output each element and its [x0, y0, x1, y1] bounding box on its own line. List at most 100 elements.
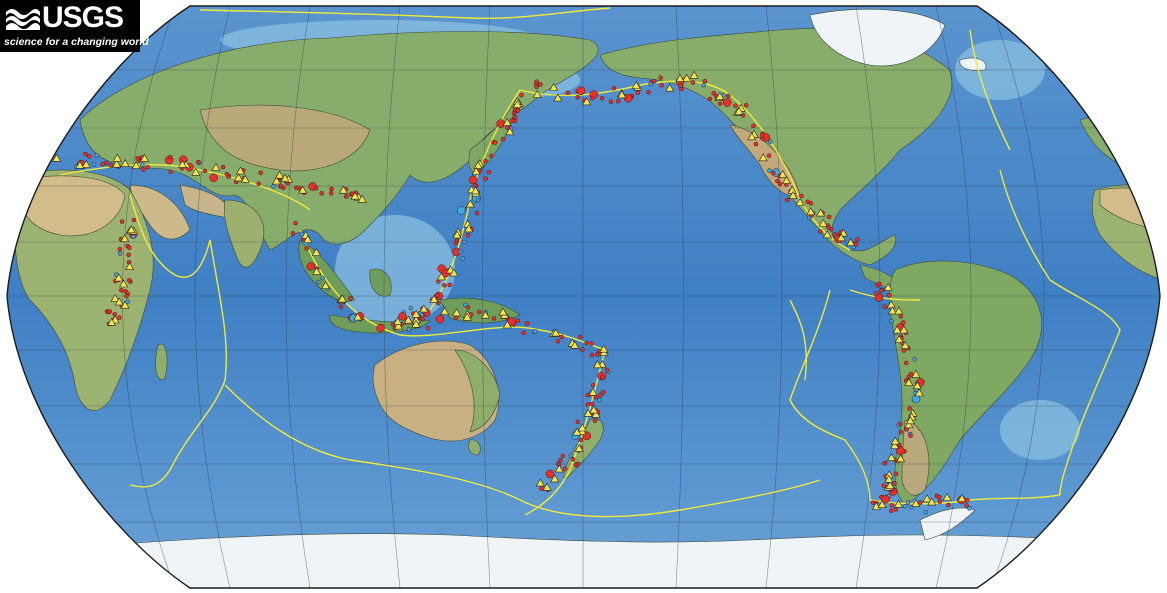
earthquake-marker: [658, 75, 663, 80]
earthquake-marker: [558, 458, 563, 463]
earthquake-marker: [967, 506, 972, 511]
earthquake-marker: [604, 368, 610, 373]
earthquake-marker: [702, 78, 708, 84]
volcano-icon: [892, 325, 902, 334]
earthquake-marker: [711, 90, 716, 96]
earthquake-marker: [425, 326, 431, 331]
earthquake-marker: [505, 125, 510, 130]
volcano-icon: [675, 73, 685, 82]
earthquake-marker: [131, 234, 136, 239]
earthquake-marker: [570, 457, 576, 462]
volcano-icon: [473, 160, 483, 169]
earthquake-marker: [290, 231, 296, 236]
earthquake-marker: [648, 81, 653, 87]
earthquake-marker: [442, 283, 447, 288]
antarctica: [7, 533, 1160, 588]
volcano-icon: [498, 307, 508, 316]
earthquake-marker: [855, 237, 860, 242]
earthquake-marker: [562, 466, 568, 472]
earthquake-marker: [575, 419, 581, 425]
earthquake-marker: [785, 197, 790, 203]
earthquake-marker: [597, 397, 602, 403]
earthquake-marker: [946, 502, 951, 508]
volcano-icon: [429, 294, 439, 303]
volcano-icon: [464, 224, 474, 233]
volcano-icon: [211, 162, 221, 171]
earthquake-marker: [771, 170, 776, 176]
earthquake-marker: [559, 334, 564, 340]
earthquake-marker: [293, 220, 298, 226]
volcano-icon: [572, 427, 582, 436]
earthquake-marker: [585, 402, 591, 407]
earthquake-marker: [937, 499, 943, 504]
volcano-icon: [436, 272, 446, 281]
earthquake-marker: [615, 99, 621, 104]
earthquake-marker: [406, 327, 412, 332]
earthquake-marker: [313, 186, 319, 191]
earthquake-marker: [131, 217, 137, 223]
volcano-icon: [120, 300, 130, 309]
earthquake-marker: [117, 246, 123, 252]
volcano-icon: [883, 282, 893, 291]
volcano-icon: [631, 80, 641, 89]
earthquake-marker: [874, 291, 879, 296]
volcano-icon: [298, 185, 308, 194]
earthquake-marker: [468, 175, 478, 185]
earthquake-marker: [521, 330, 526, 336]
earthquake-marker: [768, 139, 773, 144]
volcano-icon: [75, 160, 85, 169]
earthquake-marker: [898, 314, 903, 319]
volcano-icon: [665, 83, 675, 92]
volcano-icon: [846, 238, 856, 246]
usgs-wordmark: USGS: [42, 1, 124, 34]
earthquake-marker: [923, 510, 929, 515]
volcano-icon: [942, 492, 952, 501]
earthquake-marker: [898, 421, 903, 427]
earthquake-marker: [545, 469, 555, 479]
earthquake-marker: [474, 210, 480, 216]
volcano-icon: [551, 328, 561, 337]
volcano-icon: [715, 91, 725, 100]
earthquake-marker: [882, 461, 887, 466]
volcano-icon: [502, 117, 512, 126]
volcano-icon: [337, 294, 347, 303]
volcano-icon: [114, 297, 124, 306]
volcano-icon: [894, 334, 904, 343]
volcano-icon: [114, 273, 124, 282]
earthquake-marker: [893, 507, 899, 512]
earthquake-marker: [256, 181, 261, 186]
earthquake-marker: [608, 99, 614, 104]
volcano-icon: [112, 159, 122, 168]
earthquake-marker: [565, 90, 571, 96]
earthquake-marker: [568, 453, 574, 459]
volcano-icon: [617, 90, 627, 99]
volcano-icon: [440, 306, 450, 315]
earthquake-marker: [465, 233, 471, 238]
earthquake-marker: [145, 164, 150, 170]
earthquake-marker: [611, 86, 617, 91]
usgs-logo: USGS science for a changing world: [0, 0, 149, 52]
volcano-icon: [885, 481, 895, 490]
earthquake-marker: [509, 118, 515, 123]
earthquake-marker: [775, 178, 780, 184]
volcano-icon: [887, 306, 897, 315]
earthquake-marker: [889, 318, 894, 324]
earthquake-marker: [512, 114, 518, 120]
volcano-icon: [927, 497, 937, 506]
earthquake-marker: [578, 334, 583, 340]
volcano-icon: [788, 190, 798, 199]
volcano-icon: [922, 494, 932, 503]
volcano-icon: [890, 436, 900, 445]
volcano-icon: [896, 454, 906, 463]
earthquake-marker: [107, 309, 112, 314]
volcano-icon: [890, 440, 900, 449]
volcano-icon: [271, 176, 282, 185]
volcano-icon: [816, 208, 826, 217]
earthquake-marker: [964, 503, 969, 508]
earthquake-marker: [328, 191, 334, 196]
volcano-icon: [781, 175, 792, 184]
earthquake-marker: [472, 183, 478, 188]
volcano-icon: [303, 234, 313, 243]
volcano-icon: [904, 420, 914, 429]
volcano-icon: [480, 310, 490, 319]
